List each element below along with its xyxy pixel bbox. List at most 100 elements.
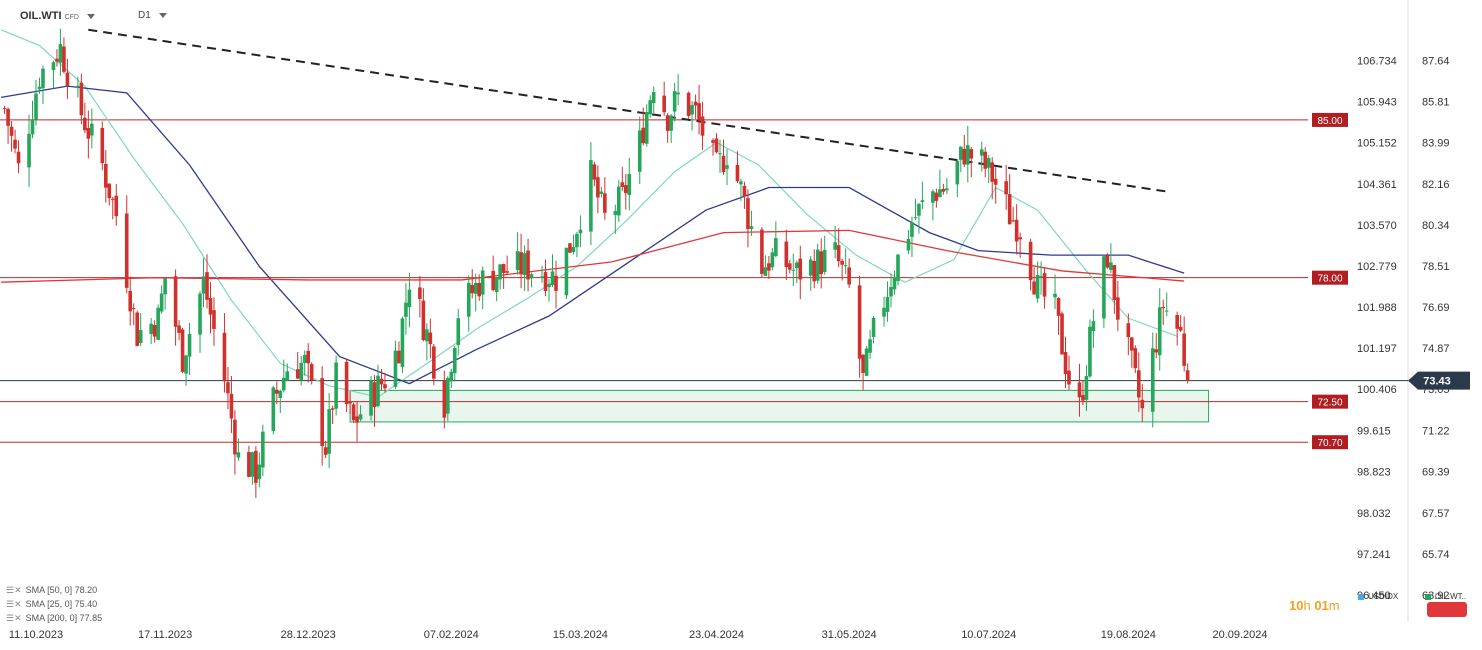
candle-body xyxy=(969,149,974,159)
candle-body xyxy=(554,275,558,291)
y-tick-label-usdidx: 105.152 xyxy=(1357,138,1397,150)
price-badge[interactable] xyxy=(1427,602,1467,617)
candle-body xyxy=(16,151,21,164)
candle-body xyxy=(889,287,893,297)
candle-body xyxy=(163,278,167,295)
candle-body xyxy=(103,163,108,188)
sma-legend-50[interactable]: ☰✕ SMA [50, 0] 78.20 xyxy=(6,585,97,596)
sma25-line xyxy=(0,29,1178,398)
candle-body xyxy=(208,298,213,315)
candle-body xyxy=(254,450,258,483)
level-badge xyxy=(1312,270,1348,285)
candle-body xyxy=(788,263,792,270)
candle-body xyxy=(749,226,754,229)
y-tick-label-right: 78.51 xyxy=(1422,261,1450,273)
candle-body xyxy=(1007,194,1012,225)
candle-body xyxy=(285,371,290,381)
candle-body xyxy=(1102,256,1106,319)
candle-body xyxy=(229,393,234,419)
candle-body xyxy=(205,272,209,300)
candle-body xyxy=(173,276,178,327)
candle-body xyxy=(51,62,56,70)
candle-body xyxy=(725,165,729,169)
candle-body xyxy=(281,377,286,391)
usdidx-swatch xyxy=(1358,593,1364,600)
y-tick-label-usdidx: 101.988 xyxy=(1357,302,1397,314)
candle-body xyxy=(550,271,555,285)
candle-body xyxy=(1105,255,1110,268)
y-tick-label-usdidx: 97.241 xyxy=(1357,549,1391,561)
candle-body xyxy=(1088,326,1092,377)
candle-body xyxy=(138,330,143,343)
candle-body xyxy=(65,72,70,86)
candle-body xyxy=(986,158,991,168)
candle-body xyxy=(931,191,935,203)
list-icon[interactable]: ☰✕ xyxy=(6,613,22,623)
list-icon[interactable]: ☰✕ xyxy=(6,585,22,595)
candle-body xyxy=(540,276,544,278)
candle-body xyxy=(714,138,719,153)
candle-body xyxy=(34,93,38,120)
candle-body xyxy=(962,148,967,165)
candle-body xyxy=(355,416,359,423)
candle-body xyxy=(442,380,447,418)
candle-body xyxy=(575,233,579,248)
timeframe-selector[interactable]: D1 xyxy=(138,10,167,21)
candle-body xyxy=(128,290,133,312)
candle-body xyxy=(330,408,335,410)
candle-body xyxy=(1056,297,1061,316)
candle-body xyxy=(156,307,160,340)
candle-body xyxy=(767,263,771,271)
candle-body xyxy=(180,329,185,372)
candle-body xyxy=(808,259,813,276)
candle-body xyxy=(910,222,914,237)
candle-body xyxy=(885,296,890,312)
candle-body xyxy=(1014,219,1019,242)
candle-body xyxy=(843,265,848,267)
candle-body xyxy=(498,264,502,280)
candle-body xyxy=(1077,382,1082,398)
sma-legend-200[interactable]: ☰✕ SMA [200, 0] 77.85 xyxy=(6,613,102,624)
candle-body xyxy=(641,127,646,144)
candle-body xyxy=(1063,351,1068,375)
level-badge xyxy=(1312,112,1348,127)
candle-body xyxy=(882,307,886,317)
candle-body xyxy=(501,263,506,273)
sma-legend-25[interactable]: ☰✕ SMA [25, 0] 75.40 xyxy=(6,599,97,610)
y-tick-label-right: 71.22 xyxy=(1422,425,1450,437)
candle-body xyxy=(100,127,105,164)
y-tick-label-usdidx: 98.823 xyxy=(1357,467,1391,479)
candle-body xyxy=(306,350,311,364)
y-tick-label-right: 80.34 xyxy=(1422,220,1450,232)
sma50-line xyxy=(0,85,1185,385)
symbol-selector[interactable]: OIL.WTI CFD xyxy=(20,10,95,22)
candle-body xyxy=(477,282,482,297)
candle-body xyxy=(798,258,803,280)
candle-body xyxy=(1035,275,1040,299)
tag-usdidx[interactable]: USDIDX xyxy=(1358,592,1398,601)
chevron-down-icon[interactable] xyxy=(86,13,95,19)
candle-timer: 10h 01m xyxy=(1289,598,1340,613)
candle-body xyxy=(592,164,597,180)
candle-body xyxy=(959,146,963,160)
candle-body xyxy=(1028,241,1033,281)
candle-body xyxy=(784,241,789,268)
candle-body xyxy=(6,108,10,126)
candle-body xyxy=(794,262,799,269)
candle-body xyxy=(149,323,153,335)
candle-body xyxy=(1182,333,1186,366)
candle-body xyxy=(124,213,129,288)
y-tick-label-right: 83.99 xyxy=(1422,138,1450,150)
candle-body xyxy=(1161,306,1166,309)
chevron-down-icon[interactable] xyxy=(158,12,167,18)
y-tick-label-right: 74.87 xyxy=(1422,343,1450,355)
y-tick-label-usdidx: 106.734 xyxy=(1357,55,1397,67)
list-icon[interactable]: ☰✕ xyxy=(6,599,22,609)
candle-body xyxy=(812,260,817,282)
candle-body xyxy=(543,272,548,292)
candle-body xyxy=(627,174,632,195)
candle-body xyxy=(718,153,722,155)
candle-body xyxy=(822,249,827,273)
tag-oil[interactable]: OIL.WT.. xyxy=(1425,592,1466,601)
